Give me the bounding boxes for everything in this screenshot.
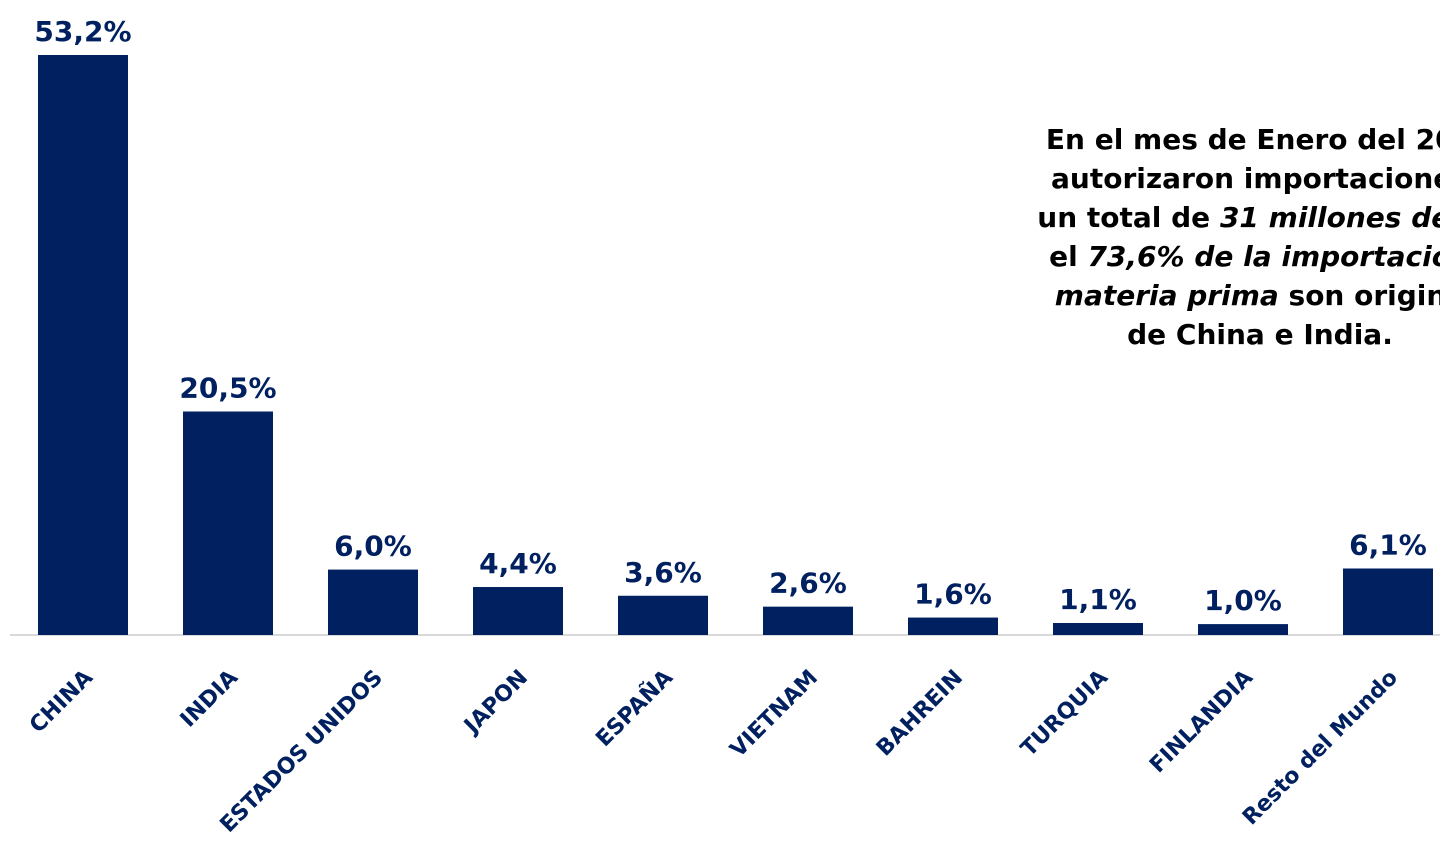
category-label: BAHREIN	[872, 665, 968, 761]
annotation-line-1: En el mes de Enero del 202	[1045, 123, 1440, 156]
data-label: 1,1%	[1059, 583, 1137, 616]
category-label: INDIA	[176, 665, 243, 732]
bar	[908, 617, 998, 635]
annotation-line-3-pre: un total de	[1037, 201, 1220, 234]
data-label: 53,2%	[34, 15, 131, 48]
bar	[618, 595, 708, 635]
category-label: TURQUIA	[1016, 665, 1113, 762]
category-label: CHINA	[25, 665, 98, 738]
annotation-line-5-post: son origina	[1288, 279, 1440, 312]
bar	[1343, 568, 1433, 635]
bar	[1053, 623, 1143, 635]
bar	[328, 569, 418, 635]
category-label: FINLANDIA	[1145, 665, 1258, 778]
category-label: ESPAÑA	[591, 665, 678, 752]
data-label: 4,4%	[479, 547, 557, 580]
data-label: 6,1%	[1349, 528, 1427, 561]
category-label: VIETNAM	[726, 665, 823, 762]
data-label: 1,6%	[914, 578, 992, 611]
annotation-raw-material: materia prima	[1054, 279, 1279, 312]
annotation-line-4-pre: el	[1049, 240, 1088, 273]
data-label: 1,0%	[1204, 584, 1282, 617]
bar	[473, 587, 563, 635]
annotation-line-6: de China e India.	[1127, 318, 1393, 351]
bar	[763, 606, 853, 635]
data-label: 20,5%	[179, 372, 276, 405]
data-labels-group: 53,2% 20,5% 6,0% 4,4% 3,6% 2,6% 1,6% 1,1% 1,0% 6,…	[34, 15, 1426, 617]
bar	[1198, 624, 1288, 635]
category-label: ESTADOS UNIDOS	[216, 665, 388, 837]
annotation-text: En el mes de Enero del 202 autorizaron i…	[990, 120, 1440, 354]
annotation-amount: 31 millones de U	[1219, 201, 1440, 234]
category-label: JAPON	[458, 665, 533, 740]
bar	[183, 411, 273, 635]
data-label: 2,6%	[769, 567, 847, 600]
bars-group	[38, 55, 1433, 635]
bar	[38, 55, 128, 635]
data-label: 3,6%	[624, 556, 702, 589]
annotation-line-2: autorizaron importaciones	[1051, 162, 1440, 195]
category-label: Resto del Mundo	[1238, 665, 1403, 830]
annotation-share: 73,6% de la importación	[1087, 240, 1440, 273]
data-label: 6,0%	[334, 530, 412, 563]
